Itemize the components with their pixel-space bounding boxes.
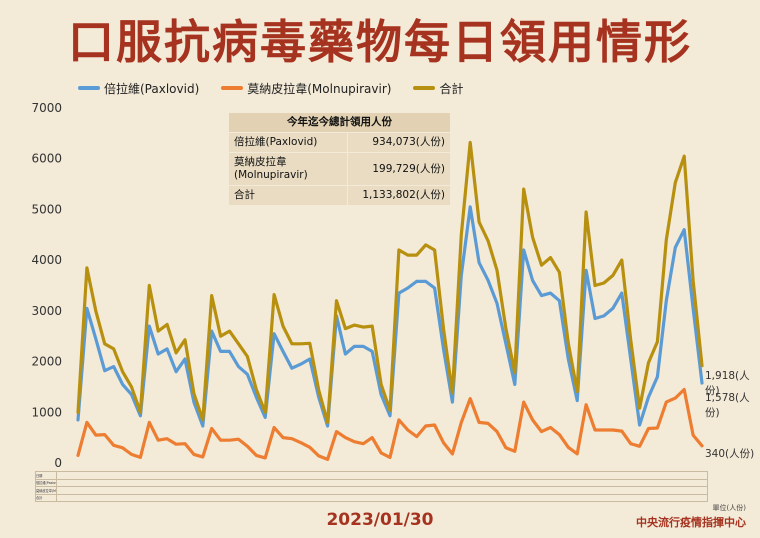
y-tick-label: 6000 <box>31 152 62 166</box>
summary-value-paxlovid: 934,073(人份) <box>347 132 450 153</box>
data-table-row-label: 倍拉維(Paxlovid) <box>35 478 57 487</box>
legend-item-total: 合計 <box>413 80 463 97</box>
data-table-cells <box>56 471 708 480</box>
data-table-row-label: 莫納皮拉韋(Molnupiravir) <box>35 486 57 495</box>
data-table-row-label: 日期 <box>35 471 57 480</box>
legend-swatch-paxlovid <box>78 86 100 90</box>
footer-date: 2023/01/30 <box>326 510 434 530</box>
legend-label-total: 合計 <box>439 81 464 96</box>
data-table-row-label: 合計 <box>35 493 57 502</box>
y-tick-label: 3000 <box>31 304 62 318</box>
y-tick-label: 0 <box>54 456 62 470</box>
series-layer <box>76 140 704 461</box>
summary-value-molnupiravir: 199,729(人份) <box>347 152 450 186</box>
legend-item-paxlovid: 倍拉維(Paxlovid) <box>78 80 199 97</box>
data-table-row: 日期 <box>35 471 708 480</box>
chart-title: 口服抗病毒藥物每日領用情形 <box>68 15 692 69</box>
legend: 倍拉維(Paxlovid) 莫納皮拉韋(Molnupiravir) 合計 <box>78 79 485 97</box>
data-table-row: 合計 <box>35 493 708 502</box>
summary-label-paxlovid: 倍拉維(Paxlovid) <box>229 132 348 153</box>
series-line-paxlovid <box>76 205 704 428</box>
unit-note: 單位(人份) <box>712 504 746 512</box>
legend-item-molnupiravir: 莫納皮拉韋(Molnupiravir) <box>221 80 391 97</box>
data-table-cells <box>56 486 708 495</box>
legend-label-molnupiravir: 莫納皮拉韋(Molnupiravir) <box>247 81 392 96</box>
y-axis: 0 1000 2000 3000 4000 5000 6000 7000 <box>31 101 62 470</box>
data-table-cells <box>56 478 708 487</box>
summary-row: 倍拉維(Paxlovid) 934,073(人份) <box>229 132 450 153</box>
series-line-total <box>76 140 704 424</box>
y-tick-label: 5000 <box>31 202 62 216</box>
summary-label-molnupiravir: 莫納皮拉韋 (Molnupiravir) <box>229 152 348 186</box>
y-tick-label: 7000 <box>31 101 62 115</box>
summary-table: 今年迄今總計領用人份 倍拉維(Paxlovid) 934,073(人份) 莫納皮… <box>229 113 450 206</box>
end-label-molnupiravir: 340(人份) <box>705 448 755 460</box>
source-label: 中央流行疫情指揮中心 <box>636 516 746 529</box>
summary-value-total: 1,133,802(人份) <box>347 185 450 206</box>
summary-row: 合計 1,133,802(人份) <box>229 185 450 206</box>
end-label-total: 1,918(人份) <box>705 370 750 397</box>
summary-header-row: 今年迄今總計領用人份 <box>229 113 450 133</box>
y-tick-label: 2000 <box>31 355 62 369</box>
legend-swatch-total <box>413 86 436 90</box>
end-label-paxlovid: 1,578(人份) <box>705 392 750 419</box>
y-tick-label: 1000 <box>31 405 62 419</box>
summary-row: 莫納皮拉韋 (Molnupiravir) 199,729(人份) <box>229 152 450 186</box>
summary-header: 今年迄今總計領用人份 <box>229 113 450 133</box>
data-table-row: 倍拉維(Paxlovid) <box>35 478 708 487</box>
y-tick-label: 4000 <box>31 253 62 267</box>
summary-label-total: 合計 <box>229 185 348 206</box>
legend-label-paxlovid: 倍拉維(Paxlovid) <box>104 81 200 96</box>
data-table-row: 莫納皮拉韋(Molnupiravir) <box>35 486 708 495</box>
data-table-cells <box>56 493 708 502</box>
legend-swatch-molnupiravir <box>221 86 244 90</box>
series-line-molnupiravir <box>76 387 704 461</box>
